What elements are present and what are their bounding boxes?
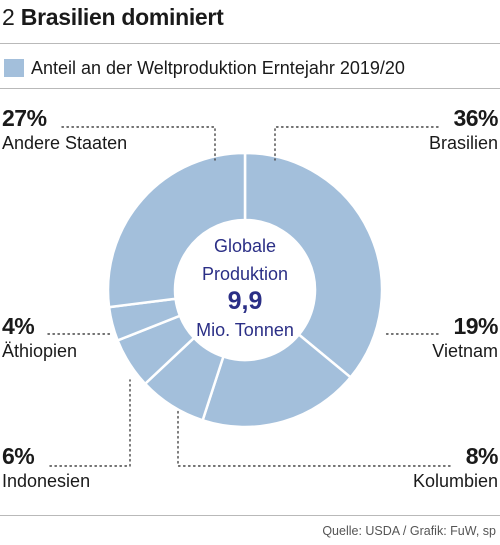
slice-name: Brasilien	[428, 133, 498, 153]
center-line-2: Produktion	[202, 264, 288, 284]
leader-brasilien	[274, 126, 439, 161]
slice-name: Kolumbien	[412, 471, 498, 491]
legend-swatch	[4, 59, 24, 77]
slice-name: Vietnam	[432, 341, 498, 361]
slice-pct: 6%	[2, 443, 35, 469]
slice-name: Äthiopien	[2, 341, 78, 361]
figure-number: 2	[2, 4, 15, 30]
label-vietnam: 19% Vietnam	[432, 313, 498, 361]
slice-name: Indonesien	[2, 471, 91, 491]
legend-label: Anteil an der Weltproduktion Erntejahr 2…	[31, 57, 405, 78]
donut-slice-brasilien	[243, 151, 384, 380]
donut-slice-vietnam	[201, 332, 353, 429]
chart-title: Brasilien dominiert	[20, 4, 224, 30]
source-credit: Quelle: USDA / Grafik: FuW, sp	[322, 524, 496, 538]
title-row: 2 Brasilien dominiert	[2, 4, 224, 38]
slice-name: Andere Staaten	[2, 133, 128, 153]
label-aethiopien: 4% Äthiopien	[2, 313, 78, 361]
donut-slices	[106, 151, 384, 429]
leader-kolumbien	[177, 409, 451, 467]
slice-pct: 36%	[453, 105, 498, 131]
label-indonesien: 6% Indonesien	[2, 443, 91, 491]
slice-pct: 19%	[453, 313, 498, 339]
center-total: 9,9	[228, 287, 263, 315]
legend: Anteil an der Weltproduktion Erntejahr 2…	[4, 56, 405, 80]
donut-slice-andere-staaten	[106, 151, 247, 309]
label-brasilien: 36% Brasilien	[428, 105, 499, 153]
top-rule	[0, 43, 500, 44]
center-label: Globale Produktion 9,9 Mio. Tonnen	[196, 236, 294, 340]
slice-pct: 8%	[465, 443, 499, 469]
label-andere-staaten: 27% Andere Staaten	[2, 105, 128, 153]
leader-lines	[47, 126, 451, 467]
center-unit: Mio. Tonnen	[196, 320, 294, 340]
leader-indonesien	[49, 379, 131, 467]
center-line-1: Globale	[214, 236, 276, 256]
slice-pct: 4%	[2, 313, 35, 339]
legend-rule	[0, 88, 500, 89]
bottom-rule	[0, 515, 500, 516]
slice-pct: 27%	[2, 105, 47, 131]
leader-andere-staaten	[61, 126, 216, 161]
label-kolumbien: 8% Kolumbien	[412, 443, 499, 491]
